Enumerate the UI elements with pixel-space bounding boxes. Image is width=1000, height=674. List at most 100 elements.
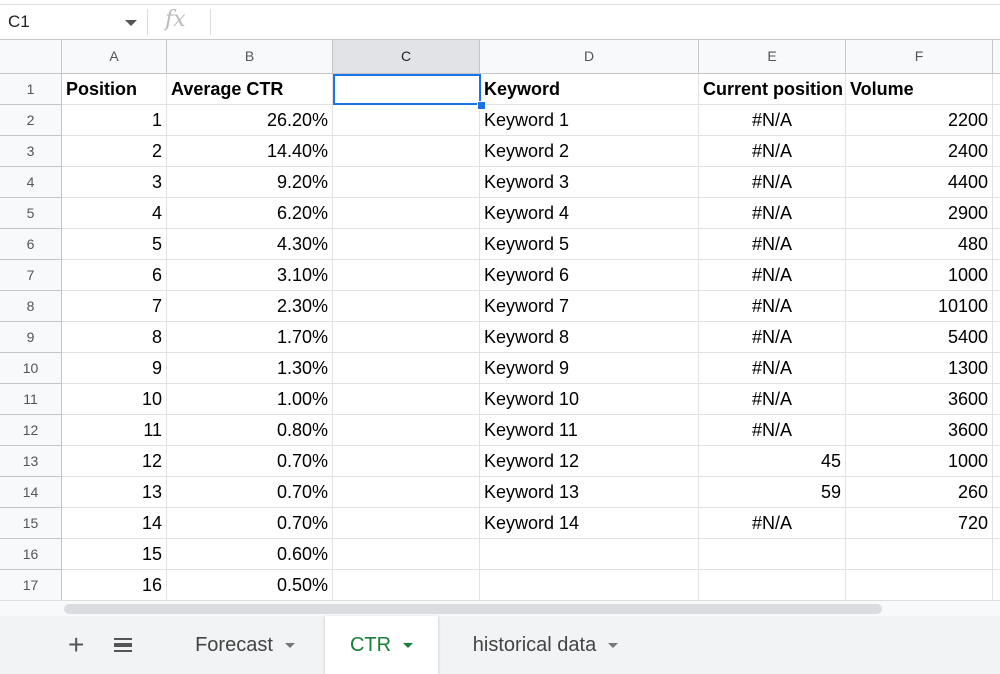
table-cell[interactable]: [333, 539, 480, 570]
table-cell[interactable]: #N/A: [699, 229, 846, 260]
table-cell[interactable]: 6: [62, 260, 167, 291]
table-cell[interactable]: [333, 353, 480, 384]
row-header[interactable]: 4: [0, 167, 62, 198]
row-header[interactable]: 9: [0, 322, 62, 353]
table-cell[interactable]: 8: [62, 322, 167, 353]
sheet-tab-forecast[interactable]: Forecast: [165, 616, 325, 674]
table-cell[interactable]: 6.20%: [167, 198, 333, 229]
table-cell[interactable]: 480: [846, 229, 993, 260]
row-header[interactable]: 3: [0, 136, 62, 167]
table-cell[interactable]: Keyword 9: [480, 353, 699, 384]
table-cell[interactable]: 10100: [846, 291, 993, 322]
table-cell[interactable]: Keyword 7: [480, 291, 699, 322]
table-cell[interactable]: [333, 322, 480, 353]
row-header[interactable]: 15: [0, 508, 62, 539]
row-header[interactable]: 1: [0, 74, 62, 105]
table-cell[interactable]: 1.00%: [167, 384, 333, 415]
table-cell[interactable]: [993, 198, 1000, 229]
table-cell[interactable]: 1000: [846, 260, 993, 291]
fill-handle[interactable]: [477, 101, 486, 110]
table-cell[interactable]: 11: [62, 415, 167, 446]
horizontal-scrollbar[interactable]: [0, 600, 1000, 617]
chevron-down-icon[interactable]: [125, 20, 137, 26]
scrollbar-thumb[interactable]: [64, 604, 882, 614]
add-sheet-icon[interactable]: +: [68, 629, 85, 660]
row-header[interactable]: 14: [0, 477, 62, 508]
table-cell[interactable]: [993, 136, 1000, 167]
row-header[interactable]: 17: [0, 570, 62, 601]
column-header-c[interactable]: C: [333, 40, 480, 74]
table-cell[interactable]: [993, 570, 1000, 601]
table-cell[interactable]: [993, 415, 1000, 446]
table-cell[interactable]: 9: [62, 353, 167, 384]
table-cell[interactable]: [333, 167, 480, 198]
table-cell[interactable]: [333, 229, 480, 260]
table-cell[interactable]: 10: [62, 384, 167, 415]
table-cell[interactable]: 14: [62, 508, 167, 539]
table-cell[interactable]: Keyword 8: [480, 322, 699, 353]
header-cell[interactable]: Keyword: [480, 74, 699, 105]
row-header[interactable]: 8: [0, 291, 62, 322]
table-cell[interactable]: Keyword 12: [480, 446, 699, 477]
table-cell[interactable]: [480, 570, 699, 601]
chevron-down-icon[interactable]: [284, 643, 295, 649]
table-cell[interactable]: [993, 229, 1000, 260]
table-cell[interactable]: 4.30%: [167, 229, 333, 260]
table-cell[interactable]: #N/A: [699, 353, 846, 384]
table-cell[interactable]: #N/A: [699, 105, 846, 136]
table-cell[interactable]: [846, 570, 993, 601]
table-cell[interactable]: [333, 415, 480, 446]
table-cell[interactable]: Keyword 11: [480, 415, 699, 446]
sheet-tab-ctr[interactable]: CTR: [325, 616, 438, 674]
table-cell[interactable]: 0.50%: [167, 570, 333, 601]
table-cell[interactable]: 4: [62, 198, 167, 229]
column-header-a[interactable]: A: [62, 40, 167, 74]
table-cell[interactable]: 13: [62, 477, 167, 508]
table-cell[interactable]: Keyword 6: [480, 260, 699, 291]
table-cell[interactable]: Keyword 10: [480, 384, 699, 415]
table-cell[interactable]: 260: [846, 477, 993, 508]
table-cell[interactable]: [993, 260, 1000, 291]
table-cell[interactable]: #N/A: [699, 508, 846, 539]
table-cell[interactable]: 720: [846, 508, 993, 539]
table-cell[interactable]: [993, 105, 1000, 136]
header-cell[interactable]: Position: [62, 74, 167, 105]
table-cell[interactable]: [333, 446, 480, 477]
table-cell[interactable]: [993, 446, 1000, 477]
table-cell[interactable]: 4400: [846, 167, 993, 198]
row-header[interactable]: 16: [0, 539, 62, 570]
column-header-e[interactable]: E: [699, 40, 846, 74]
table-cell[interactable]: [993, 74, 1000, 105]
table-cell[interactable]: [993, 539, 1000, 570]
table-cell[interactable]: 1.70%: [167, 322, 333, 353]
table-cell[interactable]: 2400: [846, 136, 993, 167]
table-cell[interactable]: [699, 570, 846, 601]
row-header[interactable]: 5: [0, 198, 62, 229]
table-cell[interactable]: Keyword 2: [480, 136, 699, 167]
table-cell[interactable]: [333, 198, 480, 229]
table-cell[interactable]: 5400: [846, 322, 993, 353]
sheet-tab-historical-data[interactable]: historical data: [438, 616, 653, 674]
table-cell[interactable]: [846, 539, 993, 570]
table-cell[interactable]: 0.80%: [167, 415, 333, 446]
table-cell[interactable]: 2: [62, 136, 167, 167]
column-header-f[interactable]: F: [846, 40, 993, 74]
table-cell[interactable]: 1000: [846, 446, 993, 477]
row-header[interactable]: 10: [0, 353, 62, 384]
row-header[interactable]: 7: [0, 260, 62, 291]
table-cell[interactable]: 2.30%: [167, 291, 333, 322]
table-cell[interactable]: #N/A: [699, 384, 846, 415]
table-cell[interactable]: [993, 477, 1000, 508]
column-header-b[interactable]: B: [167, 40, 333, 74]
row-header[interactable]: 11: [0, 384, 62, 415]
table-cell[interactable]: #N/A: [699, 167, 846, 198]
table-cell[interactable]: 12: [62, 446, 167, 477]
table-cell[interactable]: [993, 322, 1000, 353]
table-cell[interactable]: #N/A: [699, 198, 846, 229]
formula-input[interactable]: [220, 12, 980, 34]
row-header[interactable]: 12: [0, 415, 62, 446]
table-cell[interactable]: Keyword 14: [480, 508, 699, 539]
table-cell[interactable]: 0.60%: [167, 539, 333, 570]
table-cell[interactable]: 14.40%: [167, 136, 333, 167]
table-cell[interactable]: [993, 384, 1000, 415]
